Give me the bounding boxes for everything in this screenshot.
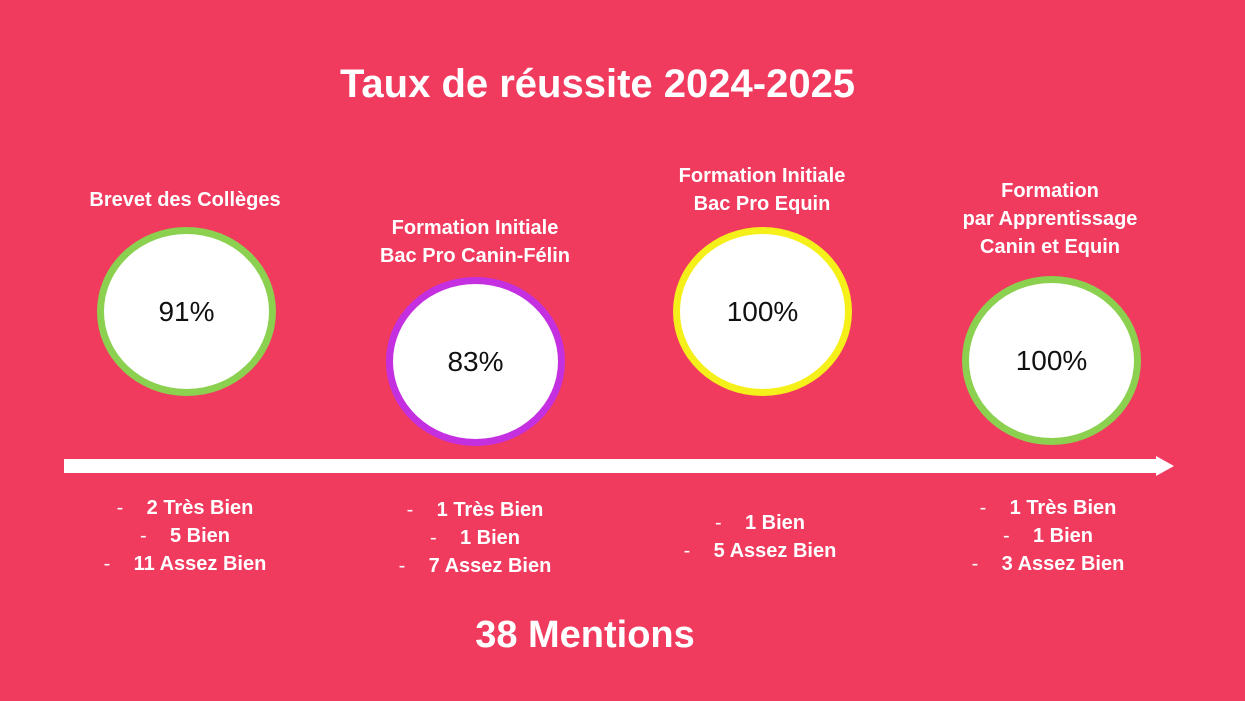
total-mentions: 38 Mentions [475, 614, 695, 656]
mention-item: 3 Assez Bien [918, 550, 1178, 578]
mentions-list-equin: 1 Bien 5 Assez Bien [630, 509, 890, 565]
heading-line: par Apprentissage [962, 208, 1138, 230]
rate-value: 100% [1015, 344, 1088, 376]
rate-circle-brevet: 91% [97, 227, 276, 396]
section-heading-brevet: Brevet des Collèges [35, 186, 335, 214]
mentions-list-canin-felin: 1 Très Bien 1 Bien 7 Assez Bien [345, 496, 605, 580]
section-heading-apprentissage: Formation par Apprentissage Canin et Equ… [900, 177, 1200, 261]
heading-line: Formation Initiale [391, 217, 559, 239]
rate-circle-equin: 100% [673, 227, 852, 396]
heading-line: Canin et Equin [980, 236, 1120, 258]
rate-value: 100% [726, 295, 799, 327]
section-heading-canin-felin: Formation Initiale Bac Pro Canin-Félin [325, 214, 625, 270]
mention-item: 1 Très Bien [918, 494, 1178, 522]
mention-item: 2 Très Bien [55, 494, 315, 522]
mention-item: 1 Très Bien [345, 496, 605, 524]
page-title: Taux de réussite 2024-2025 [339, 62, 856, 106]
timeline-arrow [64, 456, 1174, 476]
heading-line: Formation [1001, 180, 1099, 202]
heading-line: Bac Pro Equin [693, 193, 831, 215]
mentions-list-brevet: 2 Très Bien 5 Bien 11 Assez Bien [55, 494, 315, 578]
rate-value: 91% [158, 295, 215, 327]
mention-item: 1 Bien [345, 524, 605, 552]
rate-circle-canin-felin: 83% [386, 277, 565, 446]
mention-item: 11 Assez Bien [55, 550, 315, 578]
heading-line: Brevet des Collèges [89, 189, 281, 211]
heading-line: Bac Pro Canin-Félin [379, 245, 571, 267]
mention-item: 5 Assez Bien [630, 537, 890, 565]
arrow-shape [64, 456, 1174, 476]
mention-item: 1 Bien [630, 509, 890, 537]
mentions-list-apprentissage: 1 Très Bien 1 Bien 3 Assez Bien [918, 494, 1178, 578]
mention-item: 7 Assez Bien [345, 552, 605, 580]
section-heading-equin: Formation Initiale Bac Pro Equin [612, 162, 912, 218]
mention-item: 1 Bien [918, 522, 1178, 550]
rate-circle-apprentissage: 100% [962, 276, 1141, 445]
heading-line: Formation Initiale [678, 165, 846, 187]
rate-value: 83% [447, 345, 504, 377]
mention-item: 5 Bien [55, 522, 315, 550]
